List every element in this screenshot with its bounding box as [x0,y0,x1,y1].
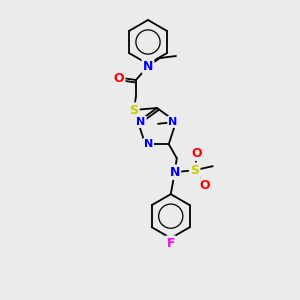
Text: O: O [191,147,202,160]
Text: N: N [136,117,146,127]
Text: O: O [200,179,210,192]
Text: N: N [168,117,178,127]
Text: S: S [190,164,199,177]
Text: O: O [114,71,124,85]
Text: S: S [130,103,139,116]
Text: N: N [144,139,153,149]
Text: F: F [167,237,175,250]
Text: N: N [143,59,153,73]
Text: N: N [169,166,180,179]
